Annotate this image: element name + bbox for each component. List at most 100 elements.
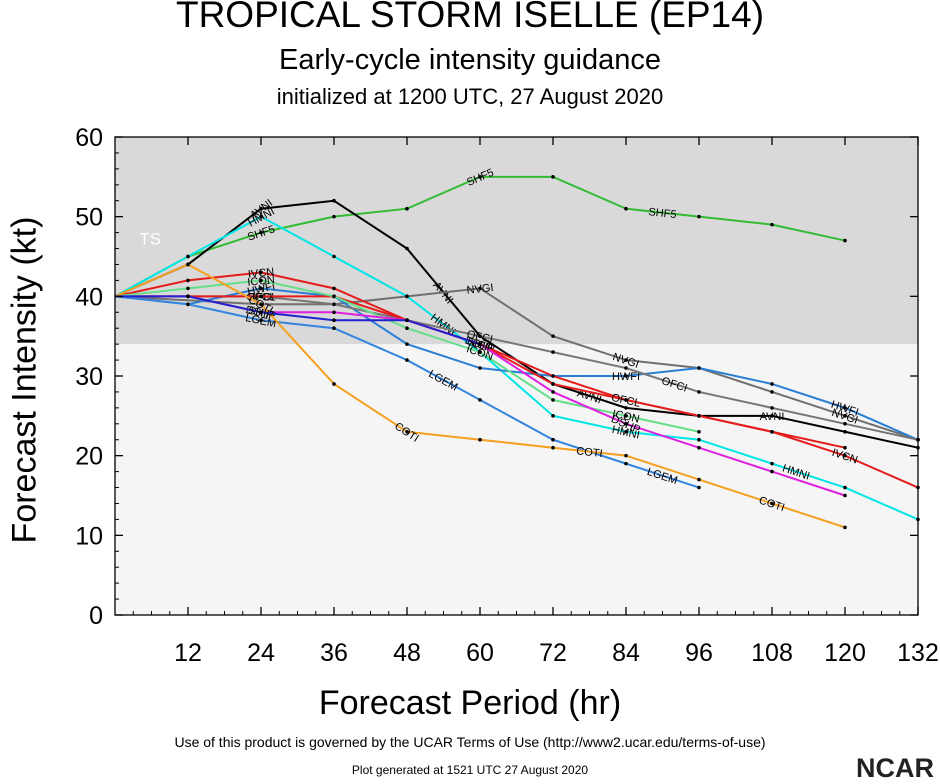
data-point-ship bbox=[405, 318, 409, 323]
data-point-nvgi bbox=[405, 294, 409, 299]
data-point-coti bbox=[697, 477, 701, 482]
data-point-coti bbox=[770, 501, 774, 506]
y-tick-label: 50 bbox=[75, 204, 103, 232]
data-point-ivcn bbox=[843, 453, 847, 458]
data-point-dshp bbox=[551, 390, 555, 394]
series-label-ivcn: IVCN bbox=[247, 266, 274, 281]
series-label-coti: COTI bbox=[576, 445, 603, 460]
y-tick-label: 40 bbox=[75, 283, 103, 311]
data-point-ofci bbox=[551, 350, 555, 354]
data-point-coti bbox=[332, 382, 336, 386]
below-ts-band bbox=[115, 344, 918, 615]
data-point-ofci bbox=[478, 334, 482, 338]
data-point-ofcl bbox=[551, 382, 555, 386]
data-point-dshp bbox=[332, 310, 336, 315]
data-point-dshp bbox=[624, 422, 628, 426]
data-point-hwfi bbox=[405, 342, 409, 346]
data-point-ivcn bbox=[186, 278, 190, 283]
data-point-lgem bbox=[332, 326, 336, 331]
data-point-ofcl bbox=[624, 398, 628, 402]
data-point-nvgi bbox=[551, 334, 555, 338]
data-point-shf5 bbox=[478, 175, 482, 179]
data-point-icon bbox=[478, 350, 482, 354]
data-point-lgem bbox=[259, 318, 263, 323]
data-point-ship bbox=[186, 294, 190, 299]
data-point-coti bbox=[259, 302, 263, 307]
chart-title: TROPICAL STORM ISELLE (EP14) bbox=[175, 0, 765, 35]
series-label-hwfi: HWFI bbox=[246, 280, 276, 298]
series-label-group-nvgi: NVGI bbox=[466, 282, 494, 297]
data-point-icon bbox=[697, 429, 701, 434]
y-tick-label: 60 bbox=[75, 124, 103, 152]
data-point-hmni bbox=[259, 214, 263, 219]
y-tick-label: 0 bbox=[89, 602, 103, 630]
data-point-hwfi bbox=[478, 366, 482, 370]
data-point-hwfi bbox=[259, 286, 263, 291]
ncar-logo: NCAR bbox=[856, 753, 934, 783]
data-point-ofci bbox=[697, 390, 701, 394]
chart-init-time: initialized at 1200 UTC, 27 August 2020 bbox=[276, 84, 664, 109]
y-tick-label: 10 bbox=[75, 522, 103, 550]
data-point-shf5 bbox=[551, 175, 555, 179]
series-label-group-hmni: HMNI bbox=[611, 424, 641, 442]
data-point-shf5 bbox=[770, 222, 774, 227]
data-point-hmni bbox=[332, 254, 336, 259]
series-label-hmni: HMNI bbox=[611, 424, 641, 442]
data-point-hmni bbox=[551, 414, 555, 418]
data-point-ofci bbox=[332, 302, 336, 307]
data-point-ship bbox=[478, 342, 482, 346]
data-point-lgem bbox=[478, 398, 482, 402]
x-tick-label: 36 bbox=[320, 639, 348, 667]
data-point-hwfi bbox=[843, 406, 847, 410]
data-point-icon bbox=[624, 414, 628, 418]
data-point-dshp bbox=[697, 445, 701, 450]
series-label-group-icon: ICON bbox=[247, 274, 276, 289]
x-tick-label: 72 bbox=[539, 639, 567, 667]
data-point-avni bbox=[843, 429, 847, 434]
data-point-hwfi bbox=[770, 382, 774, 386]
y-tick-label: 30 bbox=[75, 363, 103, 391]
data-point-hmni bbox=[186, 254, 190, 259]
data-point-avni bbox=[405, 246, 409, 251]
series-label-group-coti: COTI bbox=[576, 445, 603, 460]
data-point-hwfi bbox=[624, 374, 628, 378]
data-point-lgem bbox=[624, 461, 628, 466]
series-label-group-hwfi: HWFI bbox=[612, 371, 640, 383]
data-point-nvgi bbox=[624, 358, 628, 362]
x-tick-label: 48 bbox=[393, 639, 421, 667]
series-label-nvgi: NVGI bbox=[466, 282, 494, 297]
data-point-nvgi bbox=[843, 414, 847, 418]
data-point-avni bbox=[332, 198, 336, 203]
data-point-icon bbox=[405, 326, 409, 331]
data-point-lgem bbox=[697, 485, 701, 490]
data-point-avni bbox=[770, 414, 774, 418]
data-point-ship bbox=[259, 310, 263, 315]
data-point-ofcl bbox=[770, 429, 774, 434]
data-point-ship bbox=[332, 318, 336, 323]
data-point-icon bbox=[186, 286, 190, 291]
series-label-group-ivcn: IVCN bbox=[247, 266, 274, 281]
series-label-group-hwfi: HWFI bbox=[246, 280, 276, 298]
series-label-icon: ICON bbox=[247, 274, 276, 289]
data-point-ofci bbox=[843, 422, 847, 426]
data-point-coti bbox=[405, 429, 409, 434]
data-point-lgem bbox=[186, 302, 190, 307]
data-point-shf5 bbox=[624, 206, 628, 211]
data-point-icon bbox=[551, 398, 555, 402]
data-point-ofci bbox=[624, 366, 628, 370]
series-label-group-avni: AVNI bbox=[760, 411, 785, 423]
data-point-coti bbox=[624, 453, 628, 458]
series-line-ivcn bbox=[114, 271, 919, 489]
data-point-shf5 bbox=[405, 206, 409, 211]
data-point-dshp bbox=[770, 469, 774, 474]
data-point-hmni bbox=[697, 437, 701, 442]
band-label-ts: TS bbox=[139, 230, 161, 249]
data-point-ofcl bbox=[697, 414, 701, 418]
generated-timestamp: Plot generated at 1521 UTC 27 August 202… bbox=[351, 763, 589, 777]
data-point-ofcl bbox=[259, 294, 263, 299]
data-point-coti bbox=[551, 445, 555, 450]
data-point-nvgi bbox=[770, 390, 774, 394]
x-tick-label: 60 bbox=[466, 639, 494, 667]
